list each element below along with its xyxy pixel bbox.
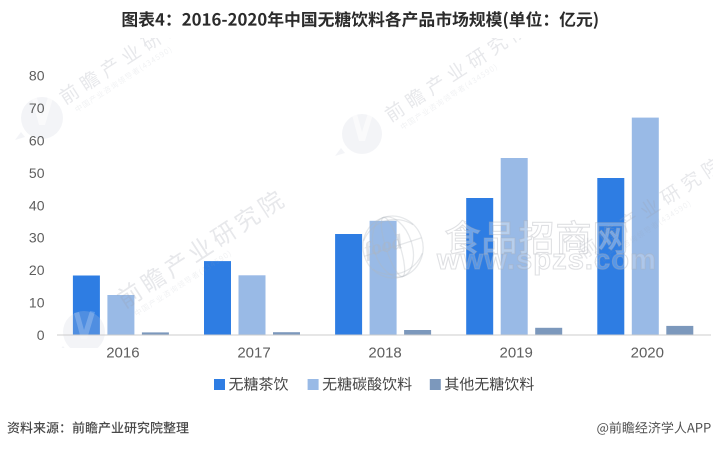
svg-text:30: 30	[29, 230, 45, 246]
svg-text:2016: 2016	[106, 345, 139, 362]
svg-text:2018: 2018	[368, 345, 401, 362]
svg-text:10: 10	[29, 295, 45, 311]
svg-text:20: 20	[29, 262, 45, 278]
svg-text:80: 80	[29, 68, 45, 84]
svg-text:50: 50	[29, 165, 45, 181]
svg-text:60: 60	[29, 132, 45, 148]
svg-text:2019: 2019	[500, 345, 533, 362]
svg-text:0: 0	[37, 327, 45, 343]
svg-text:2020: 2020	[631, 345, 664, 362]
svg-text:2017: 2017	[237, 345, 270, 362]
svg-text:40: 40	[29, 197, 45, 213]
svg-text:70: 70	[29, 100, 45, 116]
svg-text:www.spzs.com: www.spzs.com	[436, 244, 657, 276]
